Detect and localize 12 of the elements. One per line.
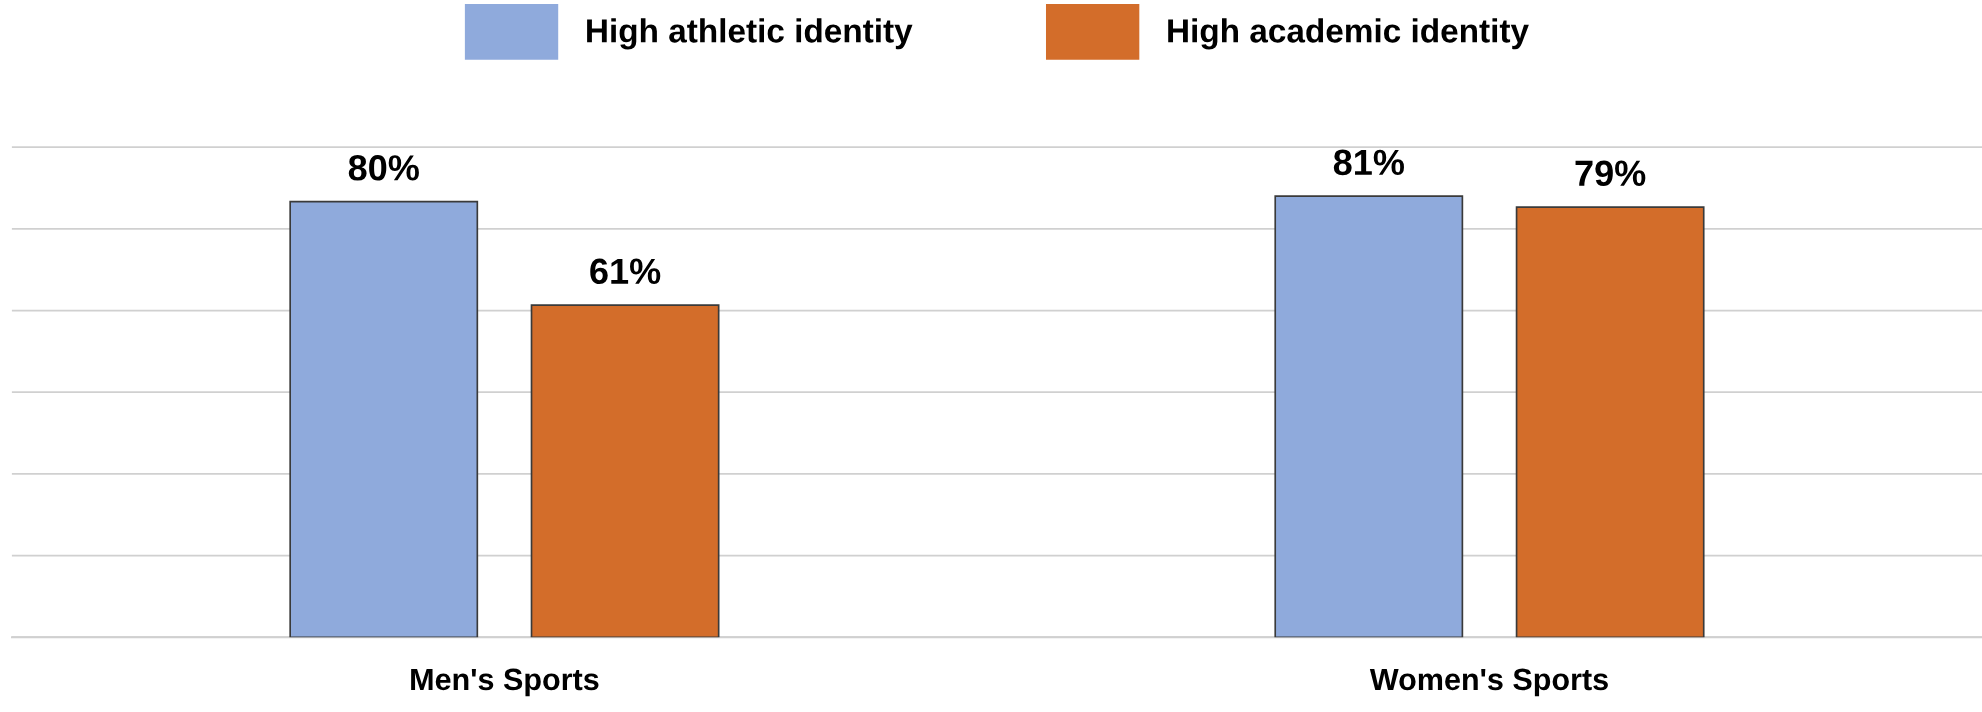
x-tick-label: Men's Sports xyxy=(411,668,599,697)
bar xyxy=(530,304,720,638)
bar xyxy=(1515,206,1705,638)
bar xyxy=(289,200,479,638)
data-label: 79% xyxy=(1575,160,1646,187)
x-tick-label: Women's Sports xyxy=(1369,668,1608,697)
bar xyxy=(1274,195,1464,638)
data-label: 81% xyxy=(1333,149,1404,176)
data-label: 61% xyxy=(590,258,661,285)
legend-label: High academic identity xyxy=(1168,18,1529,50)
data-label: 80% xyxy=(348,155,419,181)
legend-label: High athletic identity xyxy=(587,18,913,50)
